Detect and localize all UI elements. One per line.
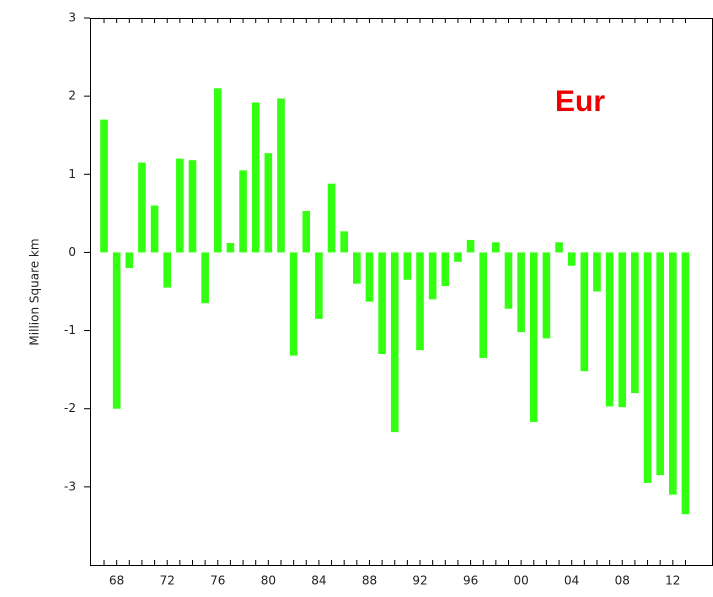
bar xyxy=(643,252,652,483)
bar xyxy=(681,252,690,515)
bar xyxy=(542,252,551,339)
bar xyxy=(239,170,247,253)
bar xyxy=(340,231,348,253)
bar xyxy=(555,242,563,253)
bar xyxy=(466,239,475,253)
x-tick-label: 84 xyxy=(311,574,326,588)
bar xyxy=(669,252,677,495)
bar xyxy=(201,252,209,304)
x-tick-label: 00 xyxy=(513,574,528,588)
bar xyxy=(454,252,462,262)
x-tick-label: 68 xyxy=(109,574,124,588)
y-tick-label: -1 xyxy=(64,323,76,337)
x-tick-label: 76 xyxy=(210,574,225,588)
bar xyxy=(605,252,614,407)
x-tick-label: 04 xyxy=(564,574,579,588)
bar xyxy=(492,242,500,253)
bar xyxy=(150,205,159,253)
bar xyxy=(138,162,146,253)
x-tick-label: 12 xyxy=(665,574,680,588)
y-tick-label: 0 xyxy=(68,245,76,259)
bar xyxy=(188,160,197,253)
bar xyxy=(112,252,121,409)
bar xyxy=(580,252,589,372)
bar xyxy=(163,252,172,288)
bar xyxy=(593,252,601,292)
bar xyxy=(176,158,184,253)
x-tick-label: 08 xyxy=(615,574,630,588)
x-tick-label: 88 xyxy=(362,574,377,588)
x-tick-label: 92 xyxy=(412,574,427,588)
bar xyxy=(567,252,576,266)
bar xyxy=(327,183,336,253)
bar xyxy=(631,252,639,394)
bar xyxy=(302,211,311,253)
x-tick-label: 72 xyxy=(160,574,175,588)
y-tick-label: -2 xyxy=(64,401,76,415)
y-tick-label: 1 xyxy=(68,167,76,181)
bar xyxy=(441,252,450,287)
bar xyxy=(315,252,323,319)
bar xyxy=(390,252,399,433)
bar xyxy=(504,252,513,309)
bar xyxy=(277,98,285,253)
bar xyxy=(100,119,108,253)
x-tick-label: 96 xyxy=(463,574,478,588)
bar xyxy=(416,252,424,351)
bar xyxy=(125,252,134,269)
bar xyxy=(226,243,235,253)
bar xyxy=(264,153,273,253)
bar xyxy=(289,252,298,356)
bar xyxy=(403,252,412,280)
y-tick-label: 2 xyxy=(68,89,76,103)
bar xyxy=(353,252,361,284)
y-tick-label: -3 xyxy=(64,479,76,493)
bar xyxy=(428,252,437,300)
bar xyxy=(618,252,627,408)
bar xyxy=(656,252,664,476)
annotation: Eur xyxy=(555,85,605,118)
bar xyxy=(479,252,488,358)
y-axis-label: Million Square km xyxy=(28,238,42,345)
bar xyxy=(529,252,538,422)
y-tick-label: 3 xyxy=(68,11,76,25)
x-tick-label: 80 xyxy=(261,574,276,588)
bar xyxy=(213,88,222,253)
bar xyxy=(378,252,386,355)
bar xyxy=(365,252,374,302)
bar xyxy=(517,252,525,333)
bar xyxy=(251,102,260,253)
